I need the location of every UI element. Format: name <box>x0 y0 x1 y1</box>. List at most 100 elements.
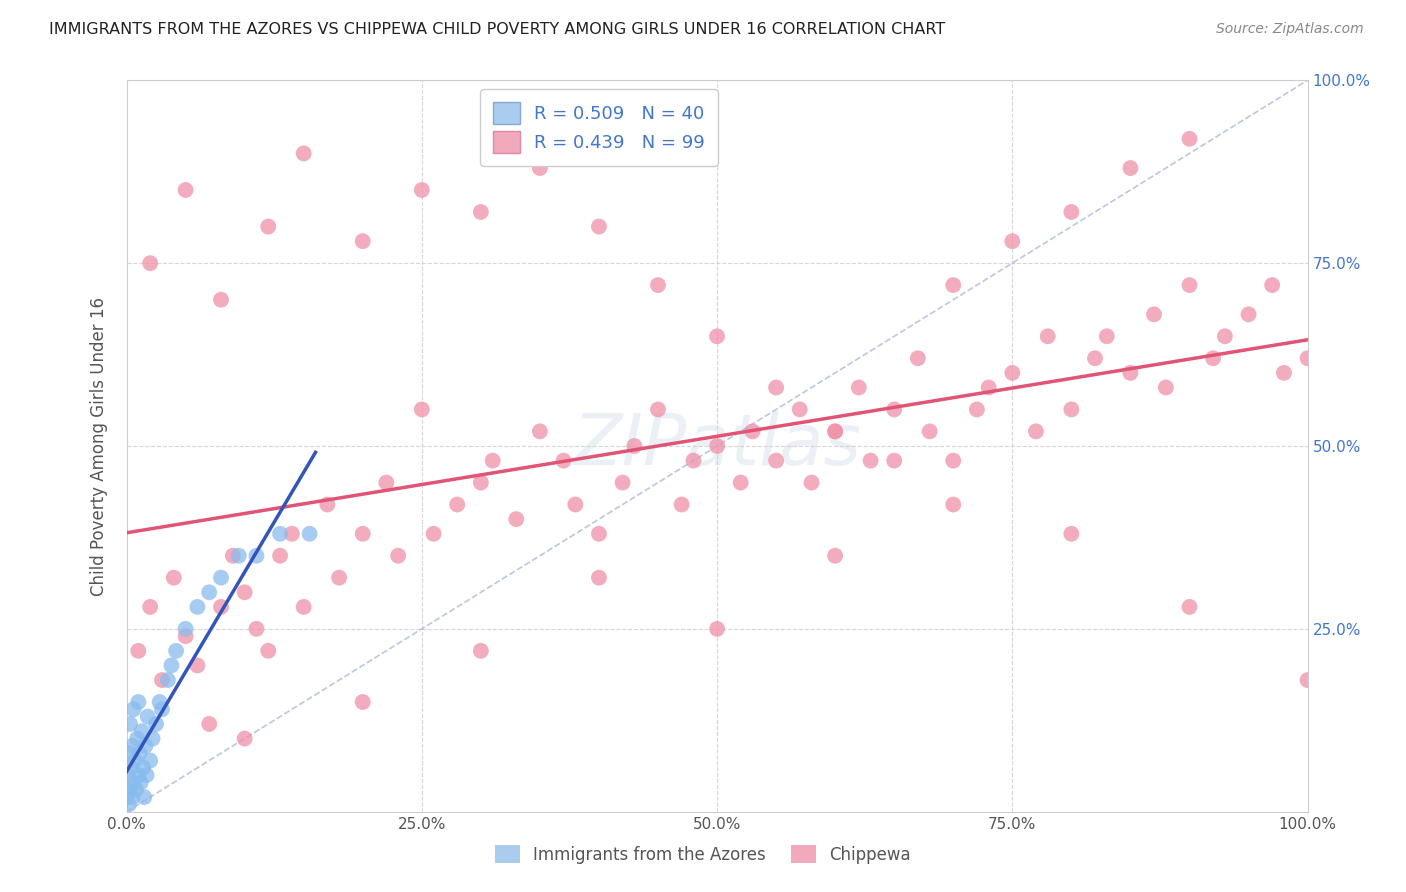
Point <box>1178 278 1201 293</box>
Point <box>1178 599 1201 614</box>
Point <box>883 402 905 417</box>
Point <box>446 498 468 512</box>
Point <box>481 453 503 467</box>
Point <box>120 717 142 731</box>
Point <box>1084 351 1107 366</box>
Point <box>411 402 433 417</box>
Point <box>122 775 145 789</box>
Point <box>186 599 208 614</box>
Point <box>233 731 256 746</box>
Point <box>120 761 142 775</box>
Point <box>163 571 186 585</box>
Point <box>127 644 149 658</box>
Point <box>209 599 232 614</box>
Point <box>706 439 728 453</box>
Point <box>316 498 339 512</box>
Point <box>257 219 280 234</box>
Point <box>647 278 669 293</box>
Point <box>1178 132 1201 146</box>
Point <box>1143 307 1166 321</box>
Point <box>848 380 870 394</box>
Point <box>623 439 645 453</box>
Point <box>942 278 965 293</box>
Point <box>149 695 172 709</box>
Point <box>588 219 610 234</box>
Legend: R = 0.509   N = 40, R = 0.439   N = 99: R = 0.509 N = 40, R = 0.439 N = 99 <box>481 89 717 166</box>
Point <box>647 402 669 417</box>
Point <box>588 526 610 541</box>
Point <box>124 754 146 768</box>
Point <box>292 599 315 614</box>
Point <box>298 526 321 541</box>
Point <box>352 695 374 709</box>
Point <box>741 425 763 439</box>
Point <box>1001 234 1024 248</box>
Point <box>150 702 173 716</box>
Point <box>156 673 179 687</box>
Point <box>125 782 148 797</box>
Point <box>505 512 527 526</box>
Point <box>942 498 965 512</box>
Point <box>529 161 551 175</box>
Point <box>134 739 156 753</box>
Point <box>942 453 965 467</box>
Point <box>1237 307 1260 321</box>
Point <box>145 717 167 731</box>
Text: ZIPatlas: ZIPatlas <box>572 411 862 481</box>
Point <box>1119 366 1142 380</box>
Point <box>120 782 142 797</box>
Point <box>470 205 492 219</box>
Point <box>257 644 280 658</box>
Point <box>121 790 143 805</box>
Point <box>671 498 693 512</box>
Point <box>765 380 787 394</box>
Point <box>118 797 141 812</box>
Point <box>800 475 823 490</box>
Point <box>682 453 704 467</box>
Point <box>706 329 728 343</box>
Point <box>209 571 232 585</box>
Point <box>1296 351 1319 366</box>
Point <box>907 351 929 366</box>
Y-axis label: Child Poverty Among Girls Under 16: Child Poverty Among Girls Under 16 <box>90 296 108 596</box>
Point <box>209 293 232 307</box>
Point <box>198 585 221 599</box>
Point <box>1119 161 1142 175</box>
Point <box>160 658 183 673</box>
Point <box>328 571 350 585</box>
Point <box>174 183 197 197</box>
Point <box>121 739 143 753</box>
Point <box>128 746 150 760</box>
Point <box>977 380 1000 394</box>
Point <box>1060 402 1083 417</box>
Legend: Immigrants from the Azores, Chippewa: Immigrants from the Azores, Chippewa <box>488 838 918 871</box>
Point <box>1272 366 1295 380</box>
Point <box>228 549 250 563</box>
Point <box>883 453 905 467</box>
Point <box>966 402 988 417</box>
Point <box>115 790 138 805</box>
Point <box>1060 526 1083 541</box>
Point <box>139 754 162 768</box>
Point <box>553 453 575 467</box>
Point <box>281 526 304 541</box>
Point <box>127 731 149 746</box>
Point <box>1001 366 1024 380</box>
Point <box>139 599 162 614</box>
Point <box>387 549 409 563</box>
Point <box>174 629 197 643</box>
Point <box>127 695 149 709</box>
Point <box>375 475 398 490</box>
Point <box>122 702 145 716</box>
Point <box>1095 329 1118 343</box>
Point <box>824 549 846 563</box>
Point <box>245 622 267 636</box>
Point <box>136 709 159 723</box>
Point <box>245 549 267 563</box>
Point <box>789 402 811 417</box>
Point <box>422 526 444 541</box>
Point <box>918 425 941 439</box>
Point <box>1213 329 1236 343</box>
Point <box>165 644 187 658</box>
Point <box>222 549 245 563</box>
